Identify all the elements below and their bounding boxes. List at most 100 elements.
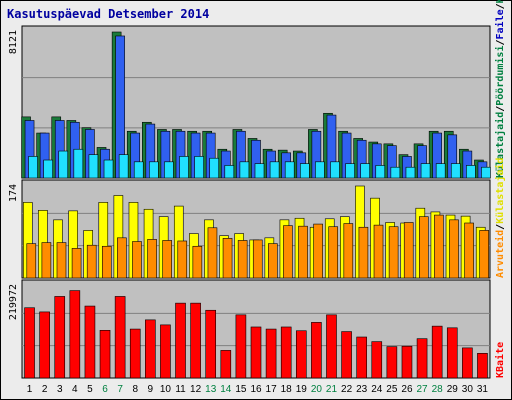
bar-top-s2-d22 [345, 163, 355, 179]
bar-middle-s1-d18 [283, 225, 293, 279]
bar-bottom-s0-d6 [99, 330, 111, 379]
bar-bottom-s0-d3 [54, 296, 66, 379]
bar-bottom-s0-d30 [462, 347, 473, 379]
bar-bottom-s0-d24 [371, 341, 383, 379]
bar-top-s2-d26 [405, 166, 416, 179]
ymax-label-bottom: 219972 [8, 284, 19, 320]
x-tick-label-1: 1 [27, 384, 33, 395]
x-tick-label-4: 4 [72, 384, 78, 395]
bar-middle-s1-d28 [434, 214, 444, 279]
bar-middle-s1-d25 [388, 226, 399, 279]
bar-top-s2-d10 [164, 161, 174, 179]
bar-bottom-s0-d5 [84, 305, 96, 379]
bar-top-s2-d21 [330, 161, 340, 179]
bar-middle-s1-d21 [328, 226, 339, 279]
bar-bottom-s0-d9 [145, 319, 156, 379]
x-tick-label-29: 29 [447, 384, 459, 395]
bar-bottom-s0-d22 [341, 331, 352, 379]
bar-middle-s1-d12 [192, 245, 203, 279]
x-tick-label-21: 21 [326, 384, 338, 395]
bar-bottom-s0-d27 [416, 338, 428, 379]
bar-bottom-s0-d16 [250, 326, 262, 379]
x-tick-label-25: 25 [386, 384, 398, 395]
bar-middle-s1-d1 [26, 243, 37, 279]
bar-top-s2-d20 [315, 161, 325, 179]
bar-top-s2-d31 [481, 166, 491, 179]
bar-bottom-s0-d25 [386, 346, 398, 379]
bar-middle-s1-d20 [313, 223, 323, 279]
bar-middle-s1-d16 [252, 239, 263, 279]
ymax-label-top: 8121 [8, 30, 19, 54]
bar-middle-s1-d29 [449, 219, 459, 279]
ymax-label-middle: 174 [8, 184, 19, 202]
bar-middle-s1-d5 [86, 244, 97, 279]
bar-top-s2-d11 [179, 156, 189, 179]
bar-top-s2-d28 [435, 163, 446, 179]
bar-top-s2-d30 [466, 165, 476, 179]
bar-middle-s1-d3 [56, 242, 67, 279]
bar-bottom-s0-d13 [205, 309, 217, 379]
bar-top-s2-d17 [269, 161, 280, 179]
bar-bottom-s0-d12 [190, 302, 201, 379]
bar-middle-s1-d7 [117, 237, 127, 279]
x-tick-label-3: 3 [57, 384, 63, 395]
x-tick-label-10: 10 [160, 384, 172, 395]
x-tick-label-16: 16 [250, 384, 262, 395]
x-tick-label-13: 13 [205, 384, 217, 395]
x-tick-label-23: 23 [356, 384, 368, 395]
bar-bottom-s0-d4 [69, 290, 81, 379]
bar-top-s2-d13 [209, 157, 220, 179]
x-tick-label-19: 19 [296, 384, 308, 395]
bar-bottom-s0-d17 [265, 328, 277, 379]
bar-middle-s1-d4 [71, 248, 82, 279]
x-tick-label-5: 5 [87, 384, 93, 395]
x-tick-label-18: 18 [281, 384, 293, 395]
bar-top-s2-d25 [390, 166, 401, 179]
bar-middle-s1-d30 [464, 222, 474, 279]
x-tick-label-12: 12 [190, 384, 202, 395]
bar-top-s2-d29 [450, 163, 461, 179]
bar-bottom-s0-d14 [220, 350, 232, 379]
bar-middle-s1-d15 [237, 240, 248, 279]
bar-top-s2-d18 [284, 161, 295, 179]
x-tick-label-9: 9 [148, 384, 154, 395]
legend-middle: Arvuteid/Külastajaid [494, 158, 506, 278]
bar-middle-s1-d26 [403, 222, 414, 279]
x-tick-label-27: 27 [417, 384, 429, 395]
bar-top-s2-d16 [254, 163, 265, 179]
bar-bottom-s0-d1 [24, 307, 35, 379]
bar-top-s2-d1 [28, 156, 38, 179]
x-tick-label-7: 7 [117, 384, 123, 395]
x-tick-label-20: 20 [311, 384, 323, 395]
x-tick-label-15: 15 [235, 384, 247, 395]
bar-top-s2-d4 [73, 148, 84, 179]
x-tick-label-8: 8 [132, 384, 138, 395]
bar-bottom-s0-d31 [477, 353, 488, 379]
bar-middle-s1-d9 [147, 239, 157, 279]
bar-bottom-s0-d15 [235, 314, 247, 379]
bar-middle-s1-d22 [343, 223, 354, 279]
bar-top-s2-d15 [239, 161, 250, 179]
bar-bottom-s0-d29 [446, 327, 458, 379]
bar-top-s2-d12 [194, 156, 204, 179]
bar-bottom-s0-d7 [114, 296, 126, 379]
bar-bottom-s0-d20 [311, 322, 322, 379]
bar-top-s2-d8 [133, 161, 144, 179]
bar-bottom-s0-d19 [295, 330, 307, 379]
bar-top-s2-d6 [103, 159, 114, 179]
x-tick-label-14: 14 [220, 384, 232, 395]
chart-title: Kasutuspäevad Detsember 2014 [7, 7, 210, 21]
bar-bottom-s0-d10 [160, 324, 171, 379]
bar-bottom-s0-d21 [326, 314, 337, 379]
bar-top-s2-d23 [360, 163, 370, 179]
bar-middle-s1-d11 [177, 240, 188, 279]
bar-middle-s1-d10 [162, 240, 172, 279]
bar-bottom-s0-d23 [356, 336, 367, 379]
bar-top-s2-d3 [58, 150, 69, 179]
x-tick-label-2: 2 [42, 384, 48, 395]
bar-middle-s1-d19 [298, 225, 308, 279]
bar-middle-s1-d2 [41, 242, 52, 279]
bar-top-s2-d14 [224, 165, 235, 179]
bar-top-s2-d27 [420, 163, 431, 179]
